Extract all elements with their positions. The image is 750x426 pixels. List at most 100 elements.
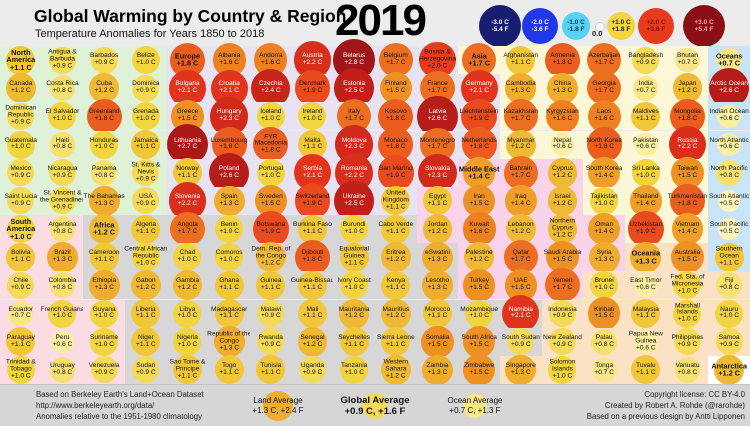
cell-south-pacific: South Pacific +0.5 C — [708, 215, 750, 244]
cell-mauritania: Mauritania +1.2 C — [333, 298, 375, 329]
cell-paraguay: Paraguay +1.1 C — [0, 327, 42, 357]
anomaly-circle — [587, 71, 622, 106]
country-label: Kosovo +1.8 C — [384, 108, 407, 123]
cell-lebanon: Lebanon +1.2 C — [500, 214, 542, 245]
country-label: Tunisia +1.1 C — [260, 362, 282, 376]
cell-senegal: Senegal +1.2 C — [291, 326, 334, 357]
cell-colombia: Colombia +0.8 C — [41, 271, 84, 300]
country-label: United Kingdom +1.1 C — [382, 189, 409, 211]
country-label: Gambia +1.2 C — [175, 277, 200, 292]
anomaly-circle — [90, 299, 119, 328]
country-label: Myanmar +1.2 C — [507, 136, 535, 151]
country-label: Thailand +1.4 C — [633, 193, 659, 207]
anomaly-circle — [6, 130, 35, 159]
anomaly-circle — [545, 42, 580, 78]
anomaly-circle — [715, 328, 743, 356]
anomaly-circle — [674, 356, 701, 383]
anomaly-circle — [673, 299, 702, 328]
cell-zimbabwe: Zimbabwe +1.5 C — [458, 353, 500, 387]
cell-nicaragua: Nicaragua +0.9 C — [41, 158, 84, 187]
cell-dem-rep-of-the-congo: Dem. Rep. of the Congo +1.2 C — [250, 242, 292, 273]
cell-morocco: Morocco +1.1 C — [416, 299, 459, 329]
cell-benin: Benin +1.0 C — [208, 215, 250, 244]
cell-angola: Angola +1.7 C — [166, 212, 209, 247]
cell-north-korea: North Korea +1.8 C — [583, 127, 625, 162]
anomaly-circle — [630, 241, 662, 273]
country-label: Luxembourg +1.8 C — [210, 136, 248, 151]
country-label: Niger +1.1 C — [136, 333, 156, 348]
country-label: Georgia +1.7 C — [592, 80, 616, 95]
cell-tanzania: Tanzania +1.0 C — [333, 355, 375, 384]
country-label: Tonga +0.7 C — [594, 362, 614, 376]
cell-saint-lucia: Saint Lucia +0.9 C — [0, 186, 42, 215]
country-label: Iraq +1.4 C — [511, 193, 531, 207]
country-label: North America +1.1 C — [6, 47, 36, 72]
country-label: Croatia +2.1 C — [218, 80, 240, 95]
anomaly-circle — [89, 242, 119, 272]
country-label: Belgium +1.7 C — [383, 52, 408, 67]
country-label: Comoros +1.0 C — [215, 249, 243, 264]
cell-cuba: Cuba +1.2 C — [83, 73, 125, 104]
country-label: Fed. Sta. of Micronesia +1.0 C — [670, 274, 705, 295]
cell-fyr-macedonia: FYR Macedonia +1.8 C — [250, 127, 292, 162]
anomaly-circle — [381, 327, 411, 357]
country-label: Antigua & Barbuda +0.9 C — [48, 48, 77, 70]
country-label: Greenland +1.8 C — [88, 108, 120, 123]
cell-zambia: Zambia +1.3 C — [416, 354, 459, 386]
year-label: 2019 — [335, 0, 427, 45]
country-label: Portugal +1.0 C — [258, 164, 284, 179]
cell-australia: Australia +1.5 C — [666, 241, 709, 274]
cell-peru: Peru +0.6 C — [41, 327, 84, 356]
cell-suriname: Suriname +1.0 C — [83, 327, 125, 356]
country-label: Kyrgyzstan +1.6 C — [546, 108, 579, 123]
country-label: Belarus +2.8 C — [342, 52, 366, 67]
cell-st-kitts-nevis: St. Kitts & Nevis +0.9 C — [125, 158, 167, 187]
country-label: Uganda +0.9 C — [300, 362, 325, 376]
cell-indonesia: Indonesia +0.9 C — [541, 299, 584, 328]
ocean-average-circle — [462, 393, 488, 419]
anomaly-circle — [131, 327, 161, 357]
country-label: Lebanon +1.2 C — [507, 221, 534, 236]
country-label: Panama +0.8 C — [91, 164, 117, 179]
country-label: India +0.7 C — [636, 80, 656, 95]
cell-bahrain: Bahrain +1.7 C — [500, 155, 542, 190]
country-label: Marshall Islands +1.0 C — [675, 302, 700, 324]
cell-mauritius: Mauritius +1.2 C — [375, 298, 417, 329]
cell-bosnia-herzegovina: Bosnia & Herzegovina +2.0 C — [416, 41, 459, 79]
country-label: South Africa +1.5 C — [461, 333, 497, 348]
anomaly-circle — [378, 43, 413, 78]
anomaly-circle — [549, 328, 576, 356]
cell-sao-tome-principe: Sao Tome & Principe +1.1 C — [166, 355, 209, 385]
anomaly-circle — [634, 273, 658, 298]
anomaly-circle — [294, 70, 331, 107]
country-label: Montenegro +1.7 C — [419, 136, 456, 151]
ocean-average-label: Ocean Average +0.7 C, +1.3 F — [447, 396, 503, 415]
cell-germany: Germany +2.1 C — [458, 69, 500, 107]
cell-argentina: Argentina +0.8 C — [41, 215, 84, 244]
cell-solomon-islands: Solomon Islands +1.0 C — [541, 355, 584, 384]
credit-line: Created by Robert A. Rohde (@rarohde) — [604, 401, 745, 410]
country-label: Europe +1.8 C — [174, 51, 201, 69]
country-label: Turkmenistan +1.8 C — [667, 193, 708, 207]
cell-uruguay: Uruguay +0.8 C — [41, 355, 84, 384]
cell-samoa: Samoa +0.9 C — [708, 327, 750, 356]
anomaly-circle — [131, 214, 161, 244]
cell-western-sahara: Western Sahara +1.2 C — [375, 354, 417, 385]
country-label: Finland +1.5 C — [385, 80, 407, 95]
country-label: Kuwait +1.6 C — [469, 221, 490, 236]
anomaly-circle — [505, 354, 537, 386]
country-label: Monaco +1.8 C — [384, 136, 408, 151]
cell-pakistan: Pakistan +0.6 C — [625, 130, 667, 159]
country-label: East Timor +0.6 C — [630, 277, 662, 292]
anomaly-circle — [340, 271, 369, 300]
country-label: Mali +1.1 C — [302, 305, 323, 320]
cell-austria: Austria +2.2 C — [291, 41, 334, 79]
country-label: San Marino +1.9 C — [378, 164, 413, 179]
anomaly-circle — [631, 355, 661, 385]
anomaly-circle — [503, 240, 538, 275]
country-label: Seychelles +1.1 C — [338, 333, 371, 348]
cell-azerbaijan: Azerbaijan +1.7 C — [583, 43, 625, 78]
country-label: Argentina +0.8 C — [48, 221, 77, 236]
anomaly-circle — [213, 185, 245, 217]
anomaly-circle — [90, 130, 119, 159]
